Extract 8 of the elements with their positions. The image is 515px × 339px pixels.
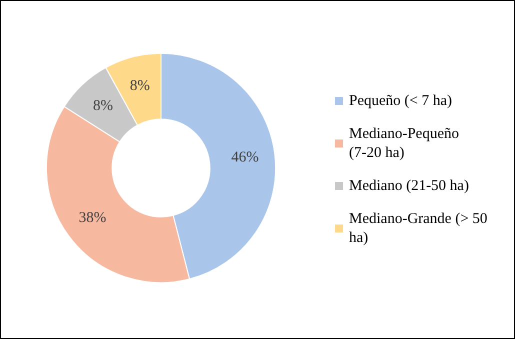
legend-label: Mediano-Pequeño (7-20 ha) bbox=[349, 126, 463, 161]
data-label: 38% bbox=[78, 210, 106, 226]
data-label: 46% bbox=[231, 149, 259, 166]
data-label: 8% bbox=[130, 78, 150, 94]
legend-label: Mediano (21-50 ha) bbox=[349, 178, 469, 194]
data-label: 8% bbox=[93, 98, 114, 114]
legend-label: Mediano-Grande (> 50 ha) bbox=[349, 211, 492, 246]
legend-label: Pequeño (< 7 ha) bbox=[349, 93, 452, 109]
